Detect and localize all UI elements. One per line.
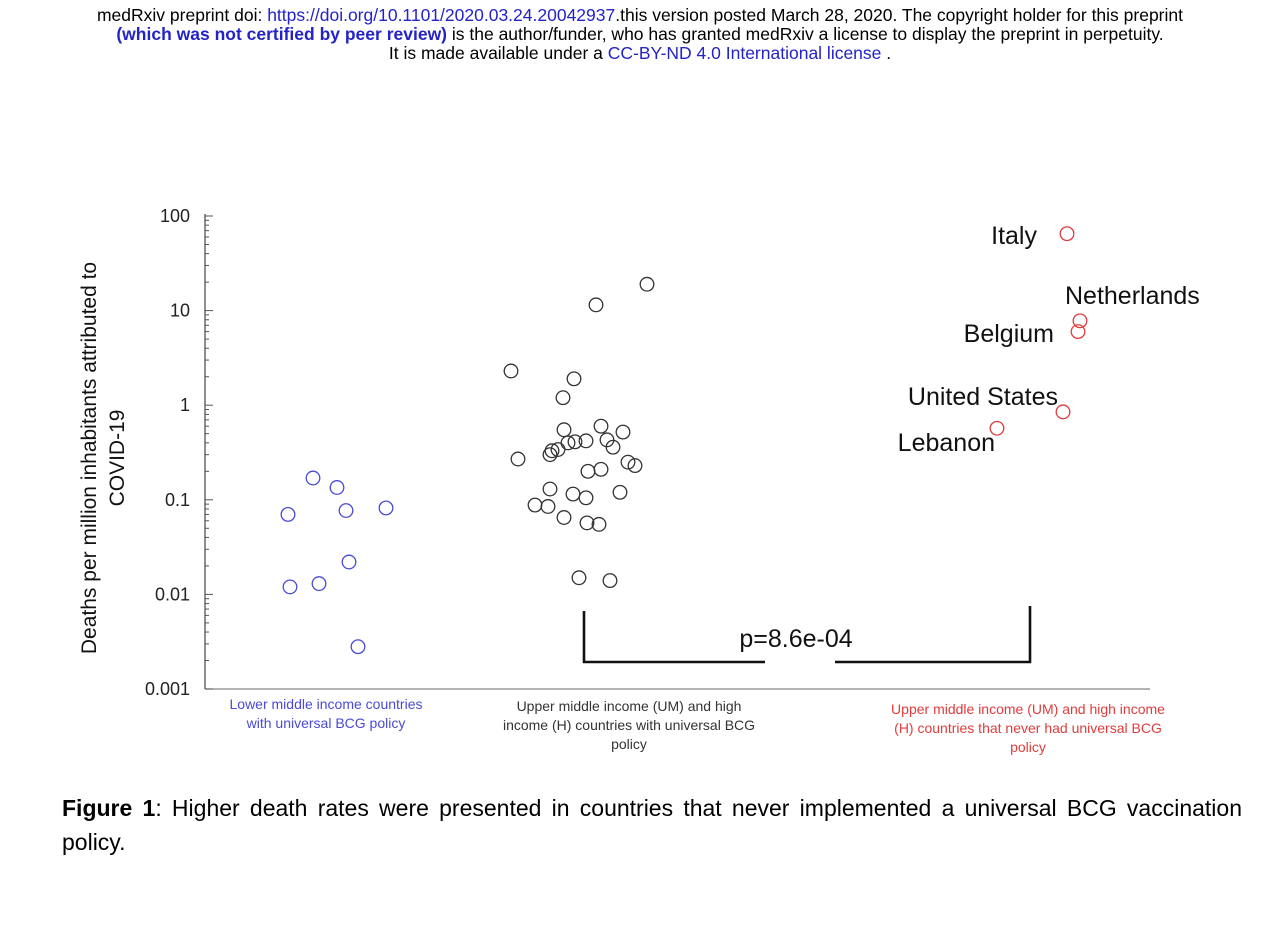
data-point bbox=[282, 579, 298, 595]
license-link[interactable]: CC-BY-ND 4.0 International license bbox=[607, 43, 882, 63]
figure-caption: Figure 1: Higher death rates were presen… bbox=[62, 791, 1242, 859]
p-value-label: p=8.6e-04 bbox=[739, 625, 852, 653]
category-label-line: with universal BCG policy bbox=[246, 715, 406, 731]
data-point bbox=[639, 276, 655, 292]
data-point bbox=[593, 461, 609, 477]
data-point bbox=[591, 516, 607, 532]
data-point bbox=[527, 497, 543, 513]
data-point bbox=[566, 371, 582, 387]
data-point bbox=[989, 420, 1005, 436]
data-point bbox=[627, 458, 643, 474]
x-axis-labels: Lower middle income countries with univer… bbox=[230, 696, 1166, 755]
data-point bbox=[1072, 313, 1088, 329]
point-group-3: Italy Netherlands Belgium United States Leba… bbox=[898, 222, 1200, 457]
data-point bbox=[542, 447, 558, 463]
y-tick-label: 100 bbox=[160, 206, 190, 226]
data-point bbox=[578, 433, 594, 449]
data-point bbox=[341, 554, 357, 570]
header-line-1: medRxiv preprint doi: https://doi.org/10… bbox=[0, 6, 1280, 25]
data-point bbox=[503, 363, 519, 379]
category-label-line: Lower middle income countries bbox=[230, 696, 423, 712]
category-label-line: Upper middle income (UM) and high bbox=[517, 698, 742, 714]
figure-label: Figure 1 bbox=[62, 795, 156, 821]
data-point bbox=[350, 639, 366, 655]
category-label-2: Upper middle income (UM) and high income … bbox=[503, 698, 755, 752]
data-point bbox=[542, 481, 558, 497]
data-point bbox=[612, 484, 628, 500]
bracket-right bbox=[835, 606, 1032, 664]
y-tick-label: 1 bbox=[180, 395, 190, 415]
y-axis-title-line: Deaths per million inhabitants attribute… bbox=[78, 262, 101, 654]
data-point bbox=[280, 507, 296, 522]
peer-review-notice: (which was not certified by peer review) bbox=[116, 24, 448, 44]
category-label-line: income (H) countries with universal BCG bbox=[503, 717, 755, 733]
data-point bbox=[602, 573, 618, 589]
significance-bracket: p=8.6e-04 bbox=[582, 606, 1032, 664]
category-label-3: Upper middle income (UM) and high income… bbox=[891, 701, 1165, 755]
point-group-1 bbox=[280, 470, 394, 655]
y-tick-label: 0.1 bbox=[165, 490, 190, 510]
y-tick-label: 0.01 bbox=[155, 584, 190, 604]
category-label-line: (H) countries that never had universal B… bbox=[894, 720, 1162, 736]
category-label-line: Upper middle income (UM) and high income bbox=[891, 701, 1165, 717]
y-tick-label: 0.001 bbox=[145, 679, 190, 699]
caption-text: : Higher death rates were presented in c… bbox=[62, 795, 1242, 855]
header-line-2: (which was not certified by peer review)… bbox=[0, 25, 1280, 44]
country-label: Lebanon bbox=[898, 429, 995, 457]
header-prefix: medRxiv preprint doi: bbox=[96, 5, 268, 25]
country-label: Netherlands bbox=[1065, 282, 1200, 310]
country-label: Belgium bbox=[964, 320, 1054, 348]
data-point bbox=[1059, 226, 1075, 242]
category-label-line: policy bbox=[1010, 739, 1046, 755]
point-group-2 bbox=[503, 276, 655, 589]
category-label-1: Lower middle income countries with univer… bbox=[230, 696, 423, 731]
license-suffix: . bbox=[881, 43, 892, 63]
y-axis-label: Deaths per million inhabitants attribute… bbox=[78, 262, 129, 654]
category-label-line: policy bbox=[611, 736, 647, 752]
data-point bbox=[579, 515, 595, 531]
data-point bbox=[338, 503, 354, 518]
license-prefix: It is made available under a bbox=[388, 43, 608, 63]
y-axis-title: Deaths per million inhabitants attribute… bbox=[78, 262, 129, 654]
data-point bbox=[555, 390, 571, 406]
bracket-left bbox=[582, 611, 765, 664]
data-point bbox=[540, 499, 556, 514]
axes: 100 10 1 0.1 0.01 0.001 bbox=[145, 206, 1150, 699]
data-point bbox=[580, 463, 596, 479]
data-point bbox=[556, 510, 572, 525]
y-axis-title-line: COVID-19 bbox=[106, 410, 129, 507]
header-line-3: It is made available under a CC-BY-ND 4.… bbox=[0, 44, 1280, 63]
country-label: United States bbox=[908, 383, 1058, 411]
data-point bbox=[567, 434, 583, 450]
data-point bbox=[1070, 324, 1086, 340]
data-point bbox=[378, 500, 394, 516]
data-point bbox=[550, 442, 566, 457]
data-point bbox=[305, 470, 321, 486]
data-points: Italy Netherlands Belgium United States Leba… bbox=[280, 222, 1200, 655]
data-point bbox=[620, 454, 636, 470]
data-point bbox=[565, 486, 581, 502]
data-point bbox=[605, 439, 621, 455]
preprint-header: medRxiv preprint doi: https://doi.org/10… bbox=[0, 6, 1280, 63]
data-point bbox=[571, 570, 587, 586]
license-statement: is the author/funder, who has granted me… bbox=[447, 24, 1164, 44]
data-point bbox=[510, 451, 526, 467]
doi-link[interactable]: https://doi.org/10.1101/2020.03.24.20042… bbox=[267, 5, 616, 25]
country-label: Italy bbox=[991, 222, 1037, 250]
data-point bbox=[556, 422, 572, 438]
data-point bbox=[593, 418, 609, 434]
data-point bbox=[329, 480, 345, 495]
data-point bbox=[578, 490, 594, 506]
data-point bbox=[588, 297, 604, 313]
data-point bbox=[615, 424, 631, 440]
data-point bbox=[311, 576, 327, 592]
header-suffix: .this version posted March 28, 2020. The… bbox=[615, 5, 1183, 25]
data-point bbox=[1055, 404, 1071, 420]
y-tick-label: 10 bbox=[170, 301, 190, 321]
scatter-chart: 100 10 1 0.1 0.01 0.001 Deaths per million in… bbox=[78, 206, 1200, 755]
